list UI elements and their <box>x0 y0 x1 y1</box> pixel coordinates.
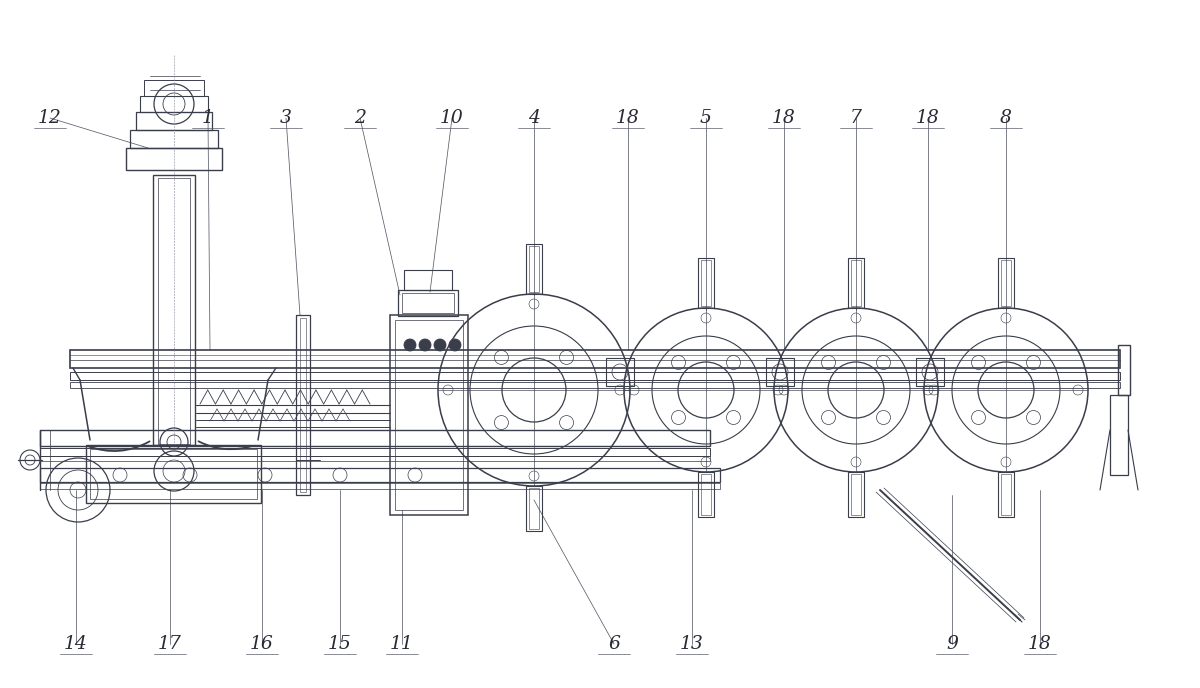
Text: 18: 18 <box>772 109 796 127</box>
Bar <box>300 318 306 492</box>
Text: 16: 16 <box>250 635 274 653</box>
Circle shape <box>404 339 416 351</box>
Text: 5: 5 <box>700 109 712 127</box>
Bar <box>40 448 710 456</box>
Text: 3: 3 <box>280 109 292 127</box>
Bar <box>606 358 634 386</box>
Text: 18: 18 <box>916 109 940 127</box>
Circle shape <box>419 339 431 351</box>
Bar <box>1001 260 1010 306</box>
Text: 17: 17 <box>158 635 182 653</box>
Text: 10: 10 <box>440 109 464 127</box>
Bar <box>701 260 710 306</box>
Bar <box>130 130 218 148</box>
Circle shape <box>449 339 461 351</box>
Bar <box>848 258 864 308</box>
Text: 1: 1 <box>202 109 214 127</box>
Bar <box>1118 345 1130 395</box>
Bar <box>395 320 463 510</box>
Bar <box>526 486 542 531</box>
Bar <box>998 472 1014 517</box>
Bar <box>404 270 452 290</box>
Bar <box>140 96 208 112</box>
Bar <box>154 175 194 445</box>
Bar <box>1110 395 1128 475</box>
Bar <box>851 474 862 515</box>
Text: 15: 15 <box>328 635 352 653</box>
Text: 9: 9 <box>946 635 958 653</box>
Text: 11: 11 <box>390 635 414 653</box>
Text: 13: 13 <box>680 635 704 653</box>
Bar <box>70 382 1120 388</box>
Bar <box>126 148 222 170</box>
Bar <box>70 372 1120 380</box>
Bar <box>144 80 204 96</box>
Bar <box>848 472 864 517</box>
Bar <box>529 488 539 529</box>
Bar <box>402 293 454 313</box>
Bar <box>698 258 714 308</box>
Bar <box>698 472 714 517</box>
Bar <box>529 246 539 292</box>
Bar <box>40 483 720 489</box>
Text: 7: 7 <box>850 109 862 127</box>
Bar <box>701 474 710 515</box>
Circle shape <box>434 339 446 351</box>
Text: 12: 12 <box>38 109 62 127</box>
Bar <box>1001 474 1010 515</box>
Bar <box>526 244 542 294</box>
Bar <box>916 358 944 386</box>
Bar <box>998 258 1014 308</box>
Text: 18: 18 <box>1028 635 1052 653</box>
Bar <box>296 315 310 495</box>
Text: 2: 2 <box>354 109 366 127</box>
Text: 6: 6 <box>608 635 620 653</box>
Text: 14: 14 <box>64 635 88 653</box>
Bar <box>86 445 262 503</box>
Text: 18: 18 <box>616 109 640 127</box>
Text: 8: 8 <box>1000 109 1012 127</box>
Bar <box>90 449 257 499</box>
Text: 4: 4 <box>528 109 540 127</box>
Bar <box>70 350 1120 368</box>
Bar <box>40 468 720 482</box>
Bar <box>40 456 710 461</box>
Bar <box>390 315 468 515</box>
Bar <box>158 178 190 444</box>
Bar <box>136 112 212 130</box>
Bar <box>40 430 710 446</box>
Bar <box>851 260 862 306</box>
Bar <box>398 290 458 316</box>
Bar <box>766 358 794 386</box>
